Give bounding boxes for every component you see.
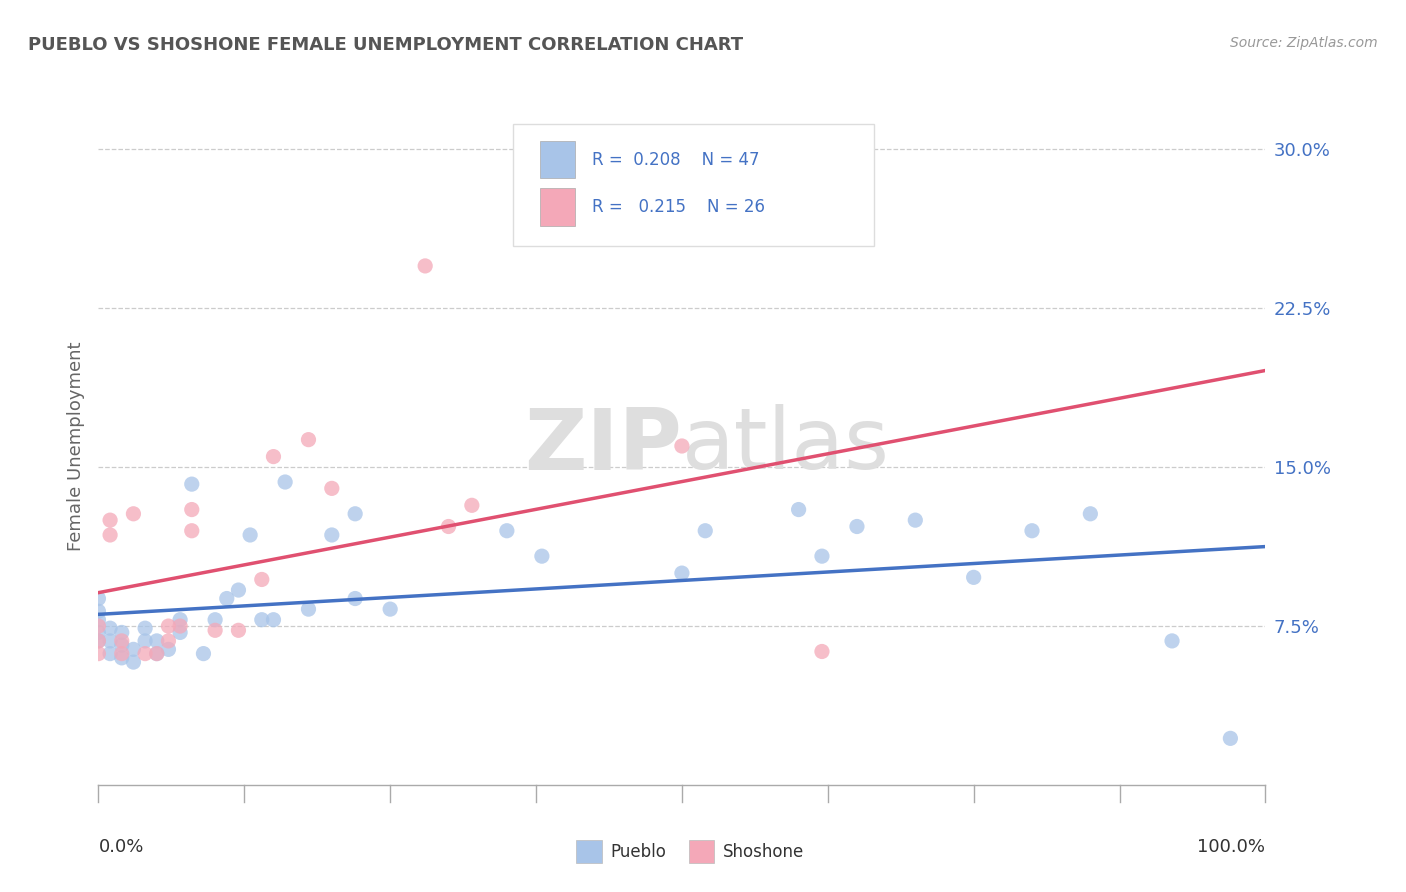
Point bbox=[496, 524, 519, 538]
Point bbox=[134, 647, 156, 661]
Point bbox=[811, 644, 834, 658]
Point bbox=[87, 633, 110, 648]
Point bbox=[297, 602, 319, 616]
Point bbox=[98, 647, 121, 661]
Point bbox=[111, 638, 134, 652]
Point bbox=[180, 477, 202, 491]
Point bbox=[262, 613, 284, 627]
Point bbox=[1161, 633, 1184, 648]
FancyBboxPatch shape bbox=[540, 141, 575, 178]
Point bbox=[157, 619, 180, 633]
Point bbox=[1080, 507, 1102, 521]
Point bbox=[146, 647, 169, 661]
Point bbox=[134, 633, 156, 648]
Point bbox=[111, 647, 134, 661]
Point bbox=[87, 604, 110, 618]
Point bbox=[530, 549, 553, 564]
Point bbox=[380, 602, 402, 616]
Point bbox=[846, 519, 869, 533]
Point bbox=[461, 498, 484, 512]
Point bbox=[250, 613, 273, 627]
Point bbox=[413, 259, 436, 273]
Point bbox=[87, 613, 110, 627]
Point bbox=[239, 528, 262, 542]
Point bbox=[146, 647, 169, 661]
Point bbox=[122, 642, 145, 657]
FancyBboxPatch shape bbox=[540, 188, 575, 226]
Point bbox=[87, 619, 110, 633]
Text: PUEBLO VS SHOSHONE FEMALE UNEMPLOYMENT CORRELATION CHART: PUEBLO VS SHOSHONE FEMALE UNEMPLOYMENT C… bbox=[28, 36, 744, 54]
Point bbox=[262, 450, 284, 464]
Y-axis label: Female Unemployment: Female Unemployment bbox=[66, 342, 84, 550]
Point bbox=[98, 633, 121, 648]
Point bbox=[344, 591, 367, 606]
Point bbox=[228, 583, 250, 598]
Point bbox=[157, 633, 180, 648]
Point bbox=[297, 433, 319, 447]
Text: Pueblo: Pueblo bbox=[610, 843, 666, 861]
Point bbox=[87, 633, 110, 648]
Point bbox=[904, 513, 927, 527]
Text: Shoshone: Shoshone bbox=[723, 843, 804, 861]
Point bbox=[98, 513, 121, 527]
Point bbox=[962, 570, 984, 584]
Point bbox=[111, 625, 134, 640]
Point bbox=[1219, 731, 1241, 746]
Text: atlas: atlas bbox=[682, 404, 890, 488]
Point bbox=[169, 619, 191, 633]
Point bbox=[98, 528, 121, 542]
Point bbox=[87, 625, 110, 640]
Point bbox=[671, 566, 693, 581]
Text: Source: ZipAtlas.com: Source: ZipAtlas.com bbox=[1230, 36, 1378, 50]
Point bbox=[87, 591, 110, 606]
Text: ZIP: ZIP bbox=[524, 404, 682, 488]
Point bbox=[204, 613, 226, 627]
Point bbox=[98, 621, 121, 635]
Point bbox=[204, 624, 226, 638]
Point bbox=[146, 633, 169, 648]
Point bbox=[180, 524, 202, 538]
Point bbox=[787, 502, 810, 516]
Point bbox=[437, 519, 460, 533]
Point bbox=[811, 549, 834, 564]
Point bbox=[122, 507, 145, 521]
Point bbox=[215, 591, 238, 606]
Point bbox=[1021, 524, 1043, 538]
Point bbox=[250, 573, 273, 587]
Point bbox=[111, 633, 134, 648]
Point bbox=[274, 475, 297, 489]
Point bbox=[169, 625, 191, 640]
Point bbox=[134, 621, 156, 635]
Point bbox=[695, 524, 717, 538]
FancyBboxPatch shape bbox=[513, 124, 875, 246]
Point bbox=[122, 655, 145, 669]
Point bbox=[193, 647, 215, 661]
Point bbox=[169, 613, 191, 627]
Point bbox=[671, 439, 693, 453]
Text: R =   0.215    N = 26: R = 0.215 N = 26 bbox=[592, 198, 765, 216]
Point bbox=[157, 642, 180, 657]
Point bbox=[180, 502, 202, 516]
Point bbox=[344, 507, 367, 521]
Point bbox=[111, 651, 134, 665]
Point bbox=[87, 647, 110, 661]
Point bbox=[321, 482, 343, 496]
Text: 0.0%: 0.0% bbox=[98, 838, 143, 856]
Text: 100.0%: 100.0% bbox=[1198, 838, 1265, 856]
Point bbox=[321, 528, 343, 542]
Point bbox=[228, 624, 250, 638]
Text: R =  0.208    N = 47: R = 0.208 N = 47 bbox=[592, 151, 759, 169]
